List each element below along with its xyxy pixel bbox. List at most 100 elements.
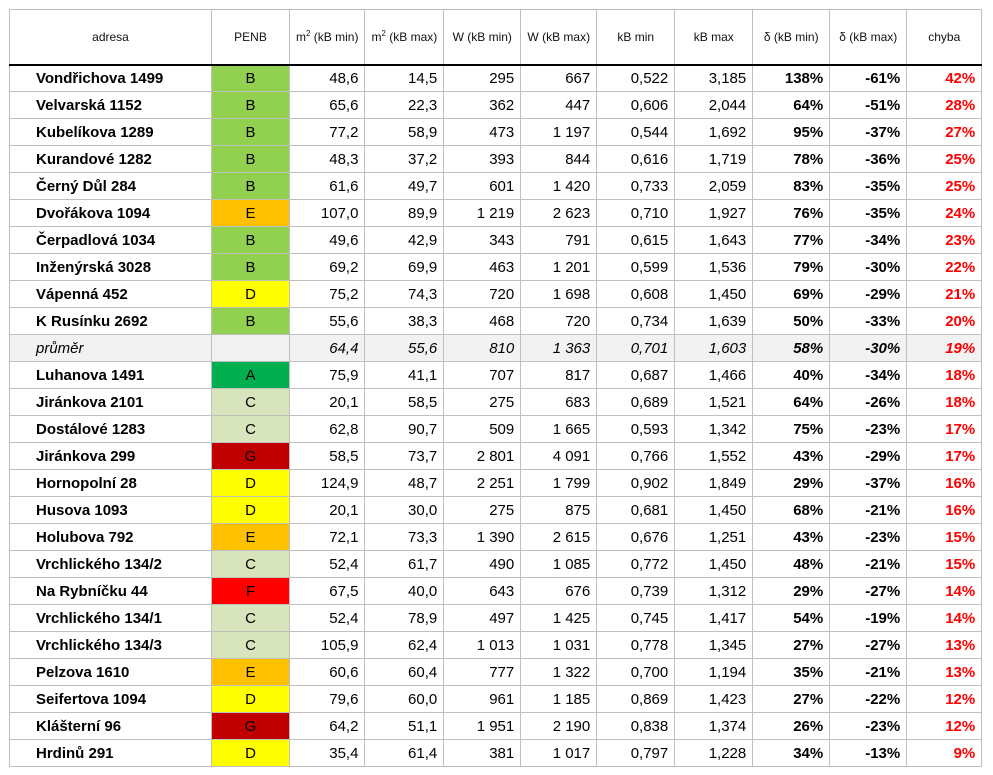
cell-kb-min: 0,772 (596, 550, 676, 578)
col-header-adresa: adresa (9, 9, 212, 66)
cell-kb-max: 1,417 (674, 604, 754, 632)
cell-penb: C (211, 631, 290, 659)
cell-w-max: 1 425 (520, 604, 598, 632)
cell-kb-max: 1,536 (674, 253, 754, 281)
cell-delta-min: 83% (752, 172, 831, 200)
cell-m2-min: 48,6 (288, 64, 366, 92)
cell-adresa: Jiránkova 2101 (9, 388, 212, 416)
cell-delta-max: -37% (829, 118, 908, 146)
cell-m2-min: 52,4 (288, 604, 366, 632)
cell-kb-max: 1,521 (674, 388, 754, 416)
cell-kb-min: 0,599 (596, 253, 676, 281)
cell-chyba: 42% (906, 64, 983, 92)
cell-delta-max: -23% (829, 415, 908, 443)
table-row: Seifertova 1094 D 79,6 60,0 961 1 185 0,869 1,4… (9, 685, 983, 713)
cell-kb-max: 1,450 (674, 550, 754, 578)
cell-delta-max: -23% (829, 712, 908, 740)
cell-delta-min: 64% (752, 388, 831, 416)
cell-m2-min: 64,2 (288, 712, 366, 740)
cell-chyba: 28% (906, 91, 983, 119)
table-row: Holubova 792 E 72,1 73,3 1 390 2 615 0,676 1,25… (9, 523, 983, 551)
cell-w-min: 343 (443, 226, 522, 254)
cell-chyba: 17% (906, 442, 983, 470)
cell-w-min: 1 390 (443, 523, 522, 551)
cell-delta-max: -21% (829, 658, 908, 686)
cell-w-max: 1 420 (520, 172, 598, 200)
table-row: Klášterní 96 G 64,2 51,1 1 951 2 190 0,838 1,37… (9, 712, 983, 740)
cell-w-min: 1 951 (443, 712, 522, 740)
cell-penb: B (211, 145, 290, 173)
cell-chyba: 19% (906, 334, 983, 362)
cell-m2-min: 75,2 (288, 280, 366, 308)
cell-m2-max: 49,7 (364, 172, 445, 200)
cell-delta-max: -21% (829, 496, 908, 524)
col-header-m2-max: m2 (kB max) (364, 9, 445, 66)
cell-m2-max: 62,4 (364, 631, 445, 659)
cell-w-min: 2 251 (443, 469, 522, 497)
cell-m2-max: 42,9 (364, 226, 445, 254)
cell-m2-min: 49,6 (288, 226, 366, 254)
cell-adresa: Černý Důl 284 (9, 172, 212, 200)
cell-m2-max: 78,9 (364, 604, 445, 632)
cell-penb: B (211, 118, 290, 146)
cell-kb-max: 1,423 (674, 685, 754, 713)
cell-penb: B (211, 253, 290, 281)
cell-kb-max: 2,059 (674, 172, 754, 200)
table-row: Vrchlického 134/2 C 52,4 61,7 490 1 085 0,772 1… (9, 550, 983, 578)
cell-kb-max: 1,450 (674, 280, 754, 308)
cell-kb-max: 1,251 (674, 523, 754, 551)
table-row: K Rusínku 2692 B 55,6 38,3 468 720 0,734 1,639 5… (9, 307, 983, 335)
cell-w-max: 844 (520, 145, 598, 173)
cell-delta-min: 27% (752, 685, 831, 713)
cell-penb: D (211, 496, 290, 524)
cell-m2-min: 124,9 (288, 469, 366, 497)
cell-adresa: Seifertova 1094 (9, 685, 212, 713)
cell-delta-max: -30% (829, 253, 908, 281)
cell-kb-min: 0,710 (596, 199, 676, 227)
cell-w-min: 2 801 (443, 442, 522, 470)
cell-penb: A (211, 361, 290, 389)
cell-adresa: Pelzova 1610 (9, 658, 212, 686)
col-header-w-min: W (kB min) (443, 9, 522, 66)
cell-kb-min: 0,700 (596, 658, 676, 686)
cell-m2-max: 58,5 (364, 388, 445, 416)
cell-delta-min: 26% (752, 712, 831, 740)
cell-m2-max: 38,3 (364, 307, 445, 335)
cell-kb-min: 0,615 (596, 226, 676, 254)
cell-kb-min: 0,608 (596, 280, 676, 308)
cell-kb-max: 1,603 (674, 334, 754, 362)
col-header-m2-min: m2 (kB min) (288, 9, 366, 66)
cell-penb (211, 334, 290, 362)
table-row: Dostálové 1283 C 62,8 90,7 509 1 665 0,593 1,34… (9, 415, 983, 443)
cell-m2-min: 58,5 (288, 442, 366, 470)
table-row: Inženýrská 3028 B 69,2 69,9 463 1 201 0,599 1,5… (9, 253, 983, 281)
cell-adresa: Vondřichova 1499 (9, 64, 212, 92)
cell-delta-max: -23% (829, 523, 908, 551)
cell-penb: D (211, 685, 290, 713)
cell-adresa: Vápenná 452 (9, 280, 212, 308)
table-row: Pelzova 1610 E 60,6 60,4 777 1 322 0,700 1,194 3… (9, 658, 983, 686)
cell-adresa: Klášterní 96 (9, 712, 212, 740)
table-row: Luhanova 1491 A 75,9 41,1 707 817 0,687 1,466 40… (9, 361, 983, 389)
cell-chyba: 18% (906, 388, 983, 416)
cell-penb: C (211, 550, 290, 578)
cell-chyba: 16% (906, 496, 983, 524)
cell-w-min: 777 (443, 658, 522, 686)
cell-adresa: Hrdinů 291 (9, 739, 212, 767)
cell-penb: C (211, 415, 290, 443)
cell-w-max: 2 190 (520, 712, 598, 740)
cell-adresa: Vrchlického 134/1 (9, 604, 212, 632)
cell-delta-max: -34% (829, 226, 908, 254)
cell-penb: D (211, 739, 290, 767)
cell-kb-min: 0,689 (596, 388, 676, 416)
cell-delta-max: -30% (829, 334, 908, 362)
cell-w-max: 667 (520, 64, 598, 92)
col-header-kb-min: kB min (596, 9, 676, 66)
cell-kb-min: 0,544 (596, 118, 676, 146)
cell-w-max: 1 201 (520, 253, 598, 281)
cell-chyba: 27% (906, 118, 983, 146)
cell-m2-min: 77,2 (288, 118, 366, 146)
cell-chyba: 15% (906, 523, 983, 551)
cell-w-max: 791 (520, 226, 598, 254)
cell-m2-min: 20,1 (288, 496, 366, 524)
